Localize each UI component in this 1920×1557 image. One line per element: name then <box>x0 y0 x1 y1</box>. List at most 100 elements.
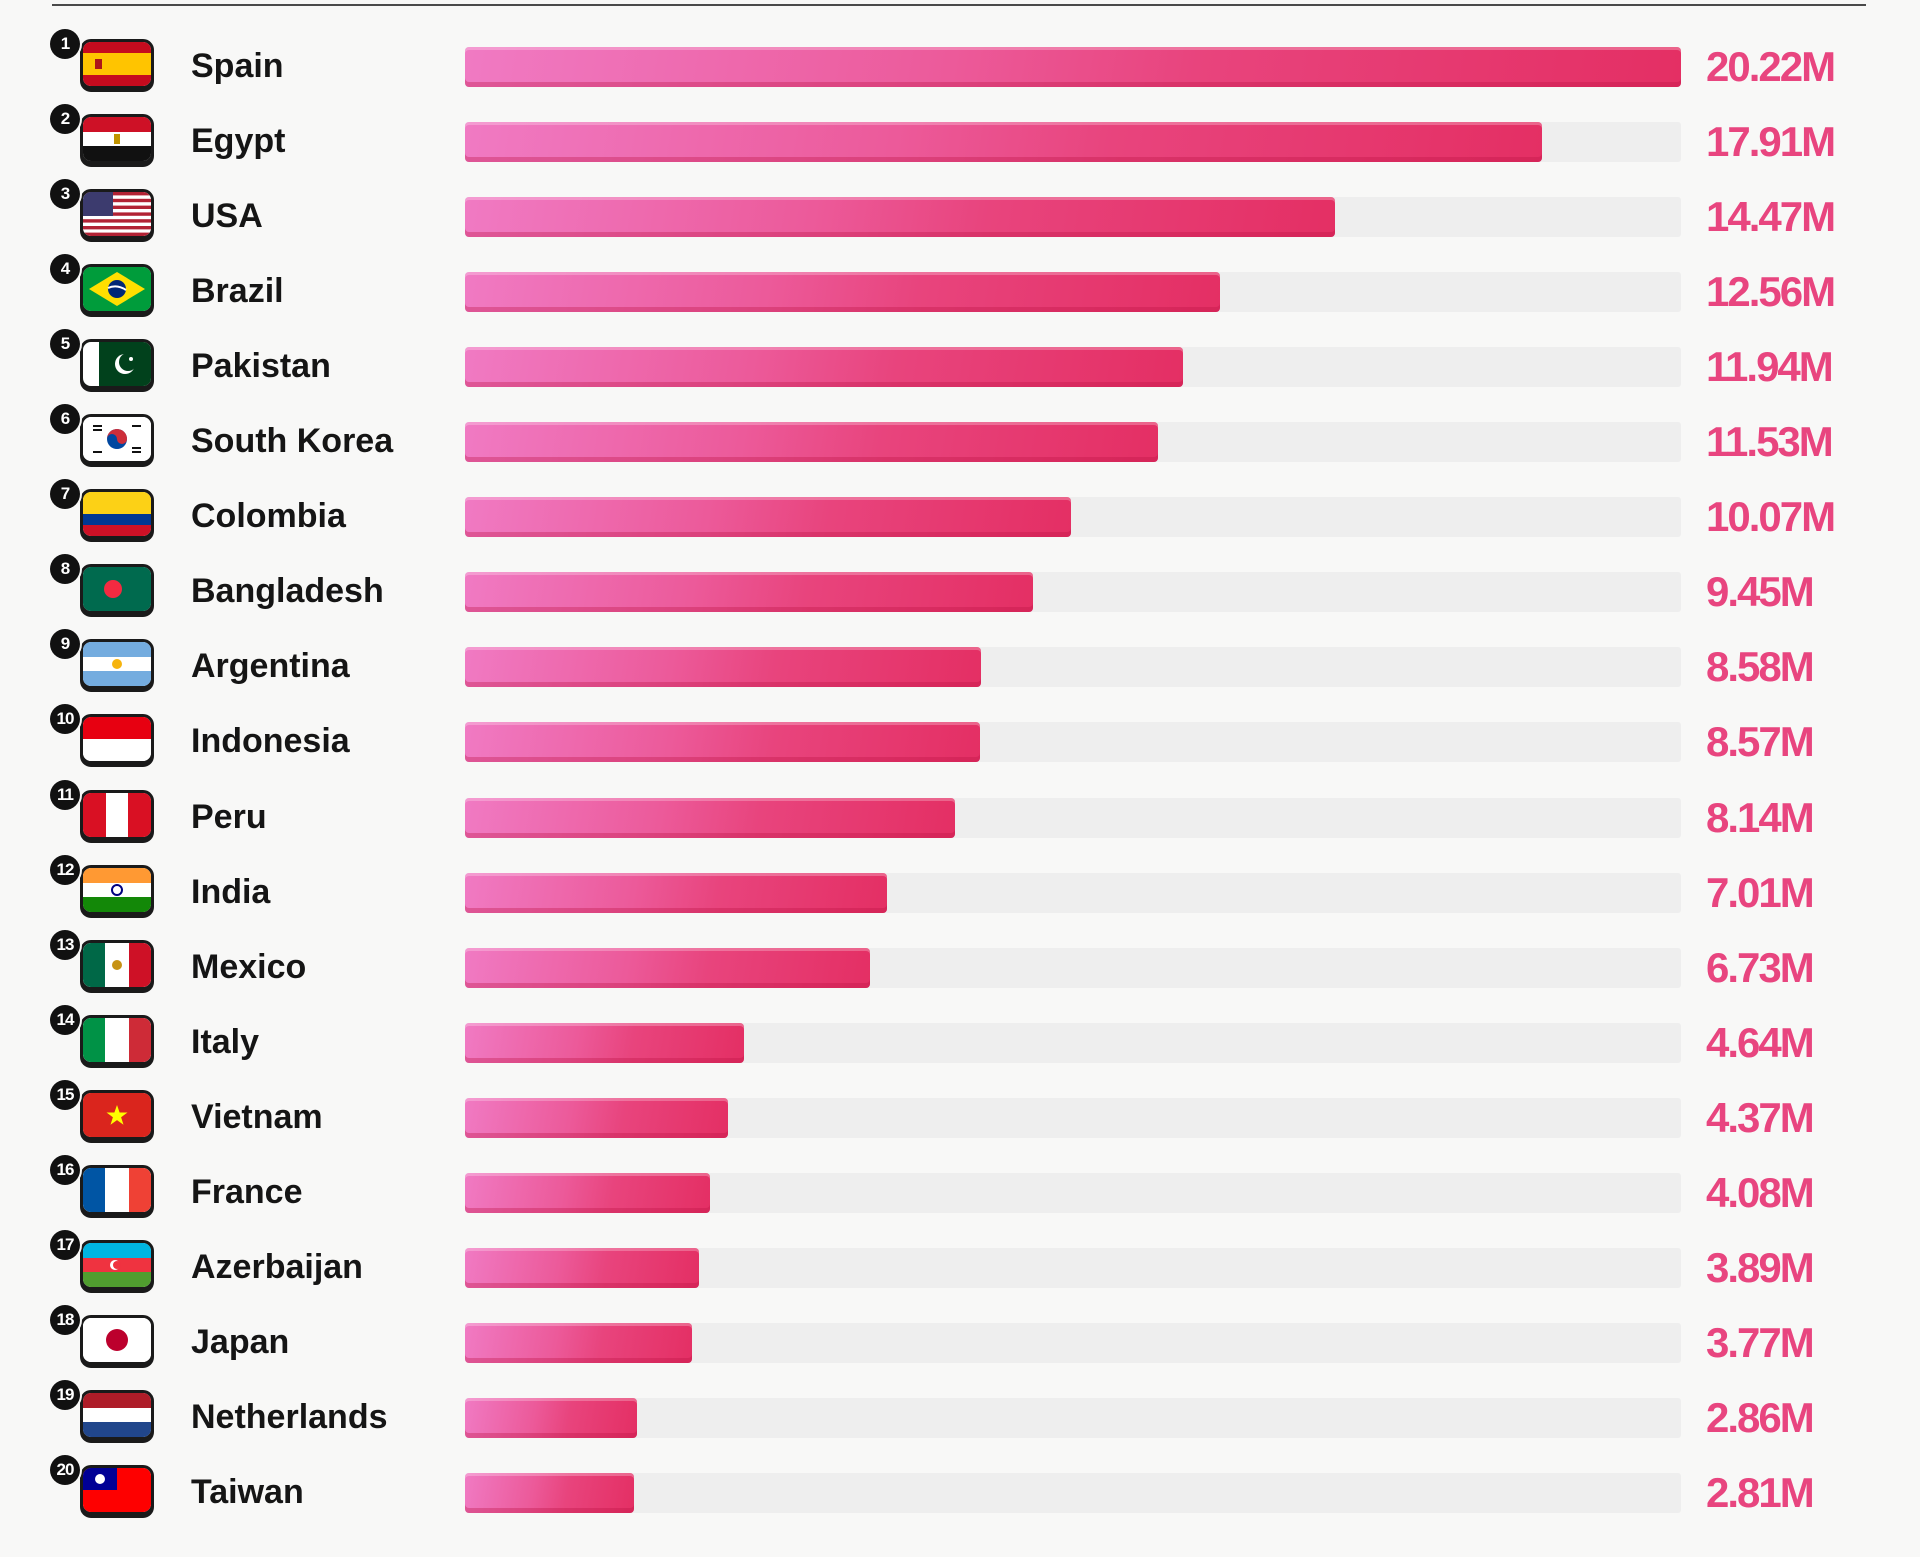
bar <box>465 572 1034 613</box>
bar-track <box>465 1472 1681 1513</box>
flag-badge <box>80 1239 154 1292</box>
indonesia-flag-icon <box>80 714 154 765</box>
bar-row: 14 Italy 4.64M <box>0 1004 1920 1082</box>
value-label: 8.57M <box>1706 718 1815 766</box>
value-label: 10.07M <box>1706 493 1836 541</box>
rank-badge: 9 <box>50 629 80 660</box>
flag-badge <box>80 789 154 842</box>
value-label: 3.77M <box>1706 1318 1815 1366</box>
country-label: Argentina <box>191 647 350 686</box>
rank-badge: 14 <box>50 1004 80 1035</box>
bar <box>465 1022 745 1063</box>
spain-flag-icon <box>80 39 154 89</box>
flag-badge <box>80 1014 154 1067</box>
italy-flag-icon <box>80 1014 154 1065</box>
rank-badge: 15 <box>50 1079 80 1110</box>
rank-badge: 13 <box>50 929 80 960</box>
bar-row: 9 Argentina 8.58M <box>0 629 1920 706</box>
rank-badge: 12 <box>50 854 80 885</box>
rank-badge: 8 <box>50 554 80 585</box>
france-flag-icon <box>80 1164 154 1215</box>
flag-badge <box>80 1164 154 1217</box>
vietnam-flag-icon <box>80 1089 154 1140</box>
bar <box>465 1322 692 1363</box>
value-label: 2.86M <box>1706 1393 1815 1441</box>
mexico-flag-icon <box>80 939 154 990</box>
value-label: 3.89M <box>1706 1243 1815 1291</box>
bar-row: 6 South Korea 11.53M <box>0 404 1920 481</box>
bar <box>465 197 1336 238</box>
country-label: India <box>191 872 271 911</box>
bar <box>465 122 1543 163</box>
bar-row: 18 Japan 3.77M <box>0 1304 1920 1382</box>
flag-badge <box>80 939 154 992</box>
country-label: Vietnam <box>191 1097 323 1136</box>
country-label: South Korea <box>191 422 394 461</box>
bar-row: 13 Mexico 6.73M <box>0 929 1920 1007</box>
value-label: 7.01M <box>1706 868 1815 916</box>
bar-row: 1 Spain 20.22M <box>0 29 1920 106</box>
country-label: Azerbaijan <box>191 1247 363 1286</box>
bar <box>465 1397 637 1438</box>
country-label: Bangladesh <box>191 572 384 611</box>
country-label: Netherlands <box>191 1397 388 1436</box>
value-label: 8.58M <box>1706 643 1815 691</box>
japan-flag-icon <box>80 1314 154 1365</box>
country-label: Italy <box>191 1022 260 1061</box>
country-label: Japan <box>191 1322 290 1361</box>
value-label: 14.47M <box>1706 193 1836 241</box>
value-label: 2.81M <box>1706 1468 1815 1516</box>
india-flag-icon <box>80 864 154 915</box>
bar-row: 2 Egypt 17.91M <box>0 104 1920 181</box>
bar-row: 17 Azerbaijan 3.89M <box>0 1229 1920 1307</box>
flag-badge <box>80 114 154 166</box>
bar-row: 11 Peru 8.14M <box>0 779 1920 857</box>
flag-badge <box>80 564 154 616</box>
bar <box>465 47 1681 87</box>
rank-badge: 20 <box>50 1454 80 1485</box>
bar-row: 16 France 4.08M <box>0 1154 1920 1232</box>
country-label: Colombia <box>191 497 346 536</box>
flag-badge <box>80 864 154 917</box>
flag-badge <box>80 264 154 316</box>
flag-badge <box>80 189 154 241</box>
rank-badge: 17 <box>50 1229 80 1260</box>
country-label: France <box>191 1172 303 1211</box>
south-korea-flag-icon <box>80 414 154 465</box>
bar <box>465 1247 699 1288</box>
egypt-flag-icon <box>80 114 154 165</box>
bar <box>465 1097 728 1138</box>
rank-badge: 2 <box>50 104 80 135</box>
bar <box>465 347 1184 388</box>
country-label: Peru <box>191 797 267 836</box>
country-label: Taiwan <box>191 1472 304 1511</box>
top-divider <box>52 4 1866 6</box>
country-label: Brazil <box>191 272 284 311</box>
colombia-flag-icon <box>80 489 154 540</box>
taiwan-flag-icon <box>80 1464 154 1515</box>
country-label: Egypt <box>191 122 286 161</box>
bar <box>465 1472 634 1513</box>
bar <box>465 647 981 688</box>
rank-badge: 3 <box>50 179 80 210</box>
bar <box>465 722 981 763</box>
flag-badge <box>80 714 154 766</box>
flag-badge <box>80 1464 154 1517</box>
bar-row: 20 Taiwan 2.81M <box>0 1454 1920 1532</box>
flag-badge <box>80 489 154 541</box>
azerbaijan-flag-icon <box>80 1239 154 1290</box>
flag-badge <box>80 39 154 91</box>
value-label: 20.22M <box>1706 43 1836 90</box>
country-label: Spain <box>191 47 284 85</box>
rank-badge: 11 <box>50 779 80 810</box>
rank-badge: 16 <box>50 1154 80 1185</box>
rank-badge: 5 <box>50 329 80 360</box>
flag-badge <box>80 1089 154 1142</box>
bar <box>465 422 1159 463</box>
rank-badge: 19 <box>50 1379 80 1410</box>
bar-row: 3 USA 14.47M <box>0 179 1920 256</box>
bar-row: 15 Vietnam 4.37M <box>0 1079 1920 1157</box>
bar <box>465 272 1221 313</box>
value-label: 4.64M <box>1706 1018 1815 1066</box>
